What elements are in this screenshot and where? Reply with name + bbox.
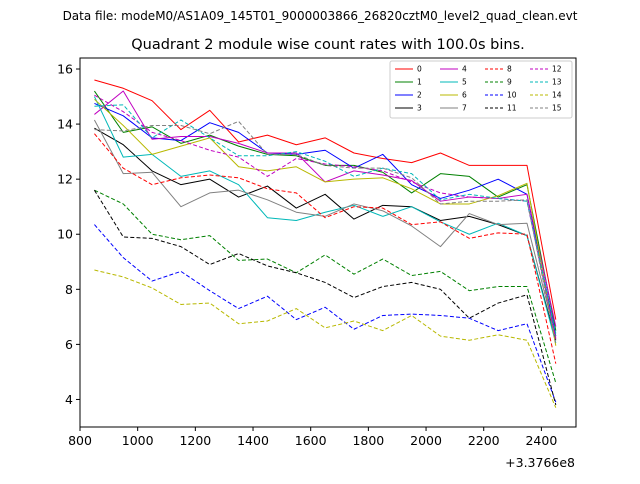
series-line-15 xyxy=(94,120,557,345)
y-tick-label: 12 xyxy=(57,172,73,187)
series-line-10 xyxy=(94,224,557,403)
legend-label-13: 13 xyxy=(552,78,562,87)
series-line-14 xyxy=(94,269,557,408)
legend-label-3: 3 xyxy=(417,104,422,113)
series-line-5 xyxy=(93,96,557,344)
series-line-0 xyxy=(94,79,557,320)
legend-label-12: 12 xyxy=(552,65,562,74)
y-tick-label: 14 xyxy=(57,117,73,132)
y-tick-label: 16 xyxy=(57,62,73,77)
legend-label-8: 8 xyxy=(507,65,512,74)
chart-title: Quadrant 2 module wise count rates with … xyxy=(131,37,525,53)
series-lines xyxy=(93,79,557,408)
legend-label-1: 1 xyxy=(417,78,422,87)
series-line-8 xyxy=(94,133,557,364)
y-tick-label: 4 xyxy=(65,392,73,407)
x-tick-label: 1000 xyxy=(122,433,154,448)
legend-label-9: 9 xyxy=(507,78,512,87)
x-tick-label: 1600 xyxy=(295,433,327,448)
legend-label-4: 4 xyxy=(462,65,467,74)
y-tick-label: 8 xyxy=(65,282,73,297)
legend-label-7: 7 xyxy=(462,104,467,113)
y-tick-label: 6 xyxy=(65,337,73,352)
x-tick-label: 1400 xyxy=(237,433,269,448)
legend-label-5: 5 xyxy=(462,78,467,87)
legend-label-2: 2 xyxy=(417,91,422,100)
x-tick-label: 2200 xyxy=(468,433,500,448)
legend-label-11: 11 xyxy=(507,104,517,113)
x-axis: 800 1000 1200 1400 1600 1800 2000 2200 2400 xyxy=(68,427,557,448)
legend-box xyxy=(389,60,573,119)
data-file-label: Data file: modeM0/AS1A09_145T01_90000038… xyxy=(63,9,578,23)
x-tick-label: 1200 xyxy=(179,433,211,448)
legend-label-10: 10 xyxy=(507,91,517,100)
series-line-2 xyxy=(94,102,557,337)
legend-label-0: 0 xyxy=(417,65,422,74)
series-line-11 xyxy=(93,189,557,406)
legend-label-15: 15 xyxy=(552,104,562,113)
series-line-3 xyxy=(94,127,557,341)
x-offset-label: +3.3766e8 xyxy=(505,455,575,470)
legend-label-6: 6 xyxy=(462,91,467,100)
plot-frame xyxy=(79,57,577,428)
legend-label-14: 14 xyxy=(552,91,562,100)
series-line-9 xyxy=(94,189,557,384)
series-line-7 xyxy=(93,119,557,338)
x-tick-label: 800 xyxy=(68,433,92,448)
series-line-12 xyxy=(94,94,557,339)
x-tick-label: 1800 xyxy=(352,433,384,448)
x-tick-label: 2000 xyxy=(410,433,442,448)
y-tick-label: 10 xyxy=(57,227,73,242)
y-axis: 4 6 8 10 12 14 16 xyxy=(57,62,80,407)
x-tick-label: 2400 xyxy=(525,433,557,448)
